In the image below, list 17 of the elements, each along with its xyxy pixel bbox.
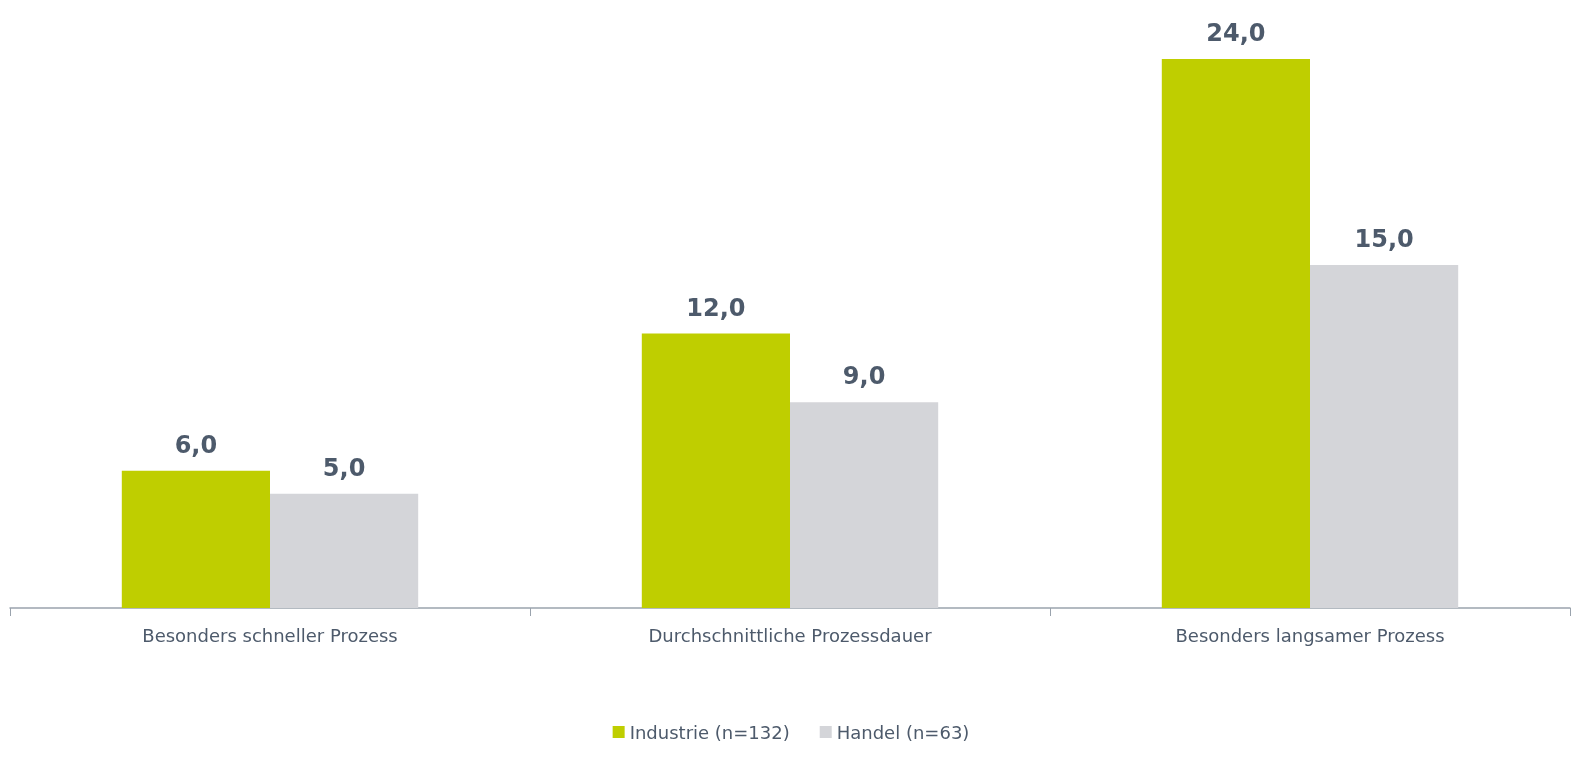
data-label: 15,0 <box>1354 224 1414 253</box>
x-tick-label: Besonders schneller Prozess <box>142 624 398 646</box>
bar <box>641 333 790 608</box>
data-label: 5,0 <box>322 453 366 482</box>
data-label: 24,0 <box>1206 19 1266 47</box>
bar <box>790 402 939 608</box>
legend-label: Handel (n=63) <box>836 721 970 743</box>
x-tick-label: Durchschnittliche Prozessdauer <box>648 624 933 646</box>
x-tick-label: Besonders langsamer Prozess <box>1175 624 1445 646</box>
legend-label: Industrie (n=132) <box>629 721 790 743</box>
bar <box>121 470 270 608</box>
data-label: 6,0 <box>174 430 218 459</box>
bar <box>1310 264 1459 608</box>
bar <box>270 493 419 608</box>
data-label: 9,0 <box>842 362 886 391</box>
data-label: 12,0 <box>686 293 746 322</box>
bar <box>1161 59 1310 608</box>
